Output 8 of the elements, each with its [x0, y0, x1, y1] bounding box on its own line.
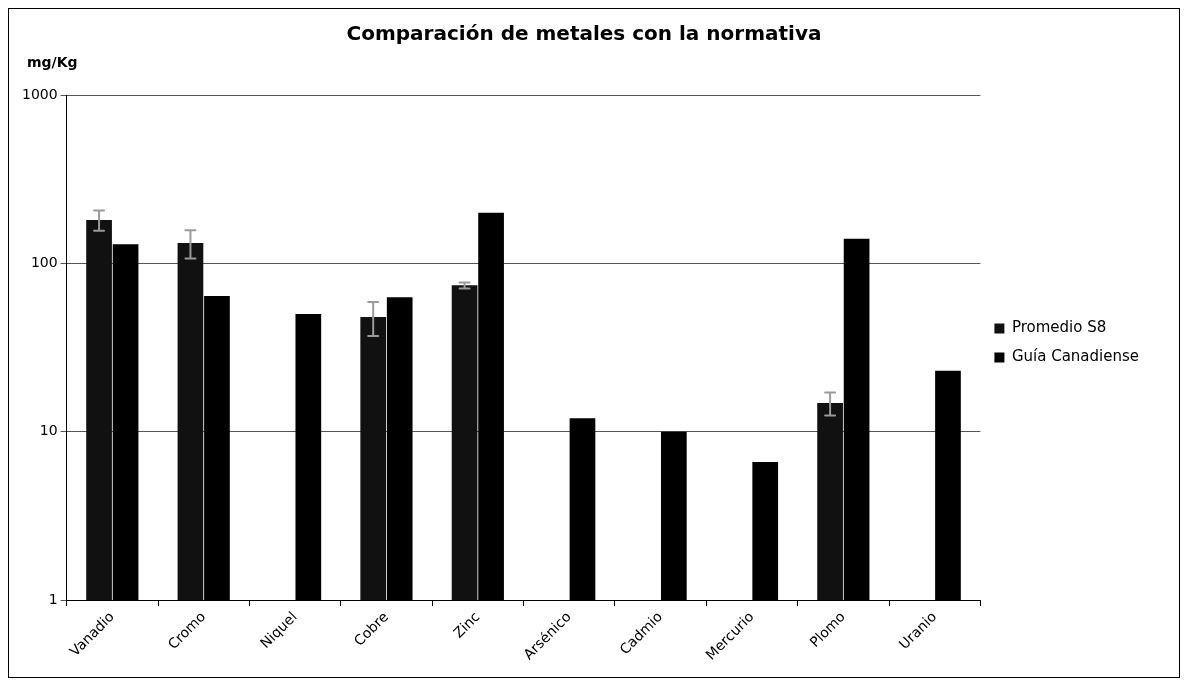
y-tick-label: 1 [48, 590, 58, 607]
y-tick-label: 1000 [21, 85, 58, 102]
legend-label: Guía Canadiense [1011, 347, 1139, 366]
y-axis-title: mg/Kg [27, 54, 78, 70]
y-tick-label: 100 [30, 253, 58, 270]
y-tick-label: 10 [39, 422, 58, 439]
legend-label: Promedio S8 [1011, 318, 1107, 337]
chart-title: Comparación de metales con la normativa [346, 21, 822, 46]
